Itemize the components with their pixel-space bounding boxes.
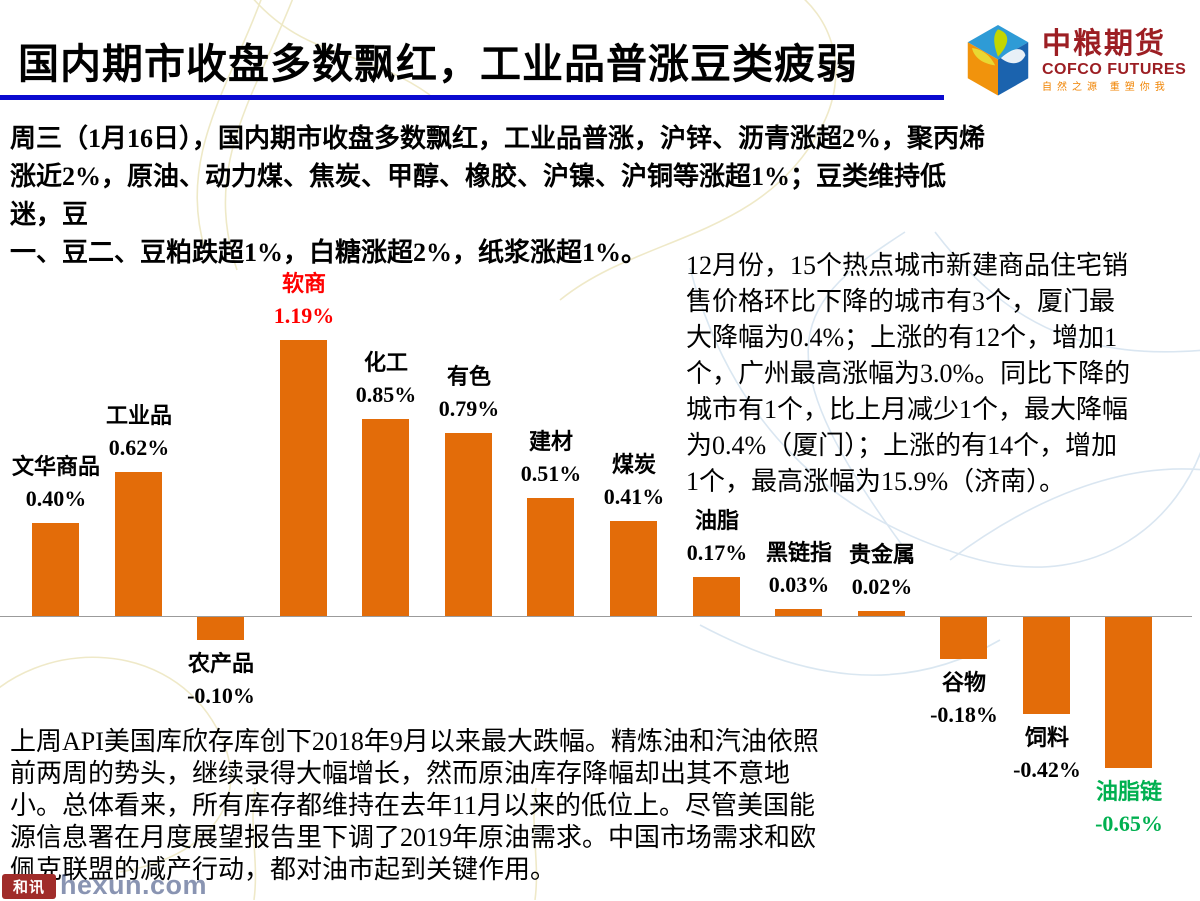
chart-bar-label: 饲料 -0.42%	[1013, 725, 1081, 782]
chart-bar-label: 煤炭 0.41%	[603, 452, 665, 509]
hexun-site-text: hexun.com	[60, 870, 208, 900]
chart-bar-label: 软商 1.19%	[273, 271, 335, 328]
chart-bar-label: 文华商品 0.40%	[11, 454, 100, 511]
chart-bar-label: 化工 0.85%	[355, 350, 417, 407]
chart-bar-label: 黑链指 0.03%	[765, 540, 832, 597]
chart-bar	[362, 419, 409, 616]
chart-bar	[527, 498, 574, 616]
page-title: 国内期市收盘多数飘红，工业品普涨豆类疲弱	[18, 41, 858, 87]
chart-bar	[1023, 617, 1070, 714]
chart-bar	[940, 617, 987, 659]
logo-name-cn: 中粮期货	[1042, 27, 1167, 60]
chart-bar	[115, 472, 162, 616]
chart-bar-label: 谷物 -0.18%	[930, 670, 998, 727]
cofco-cube-icon	[967, 25, 1029, 96]
chart-bar	[280, 340, 327, 616]
chart-bar-label: 工业品 0.62%	[105, 403, 172, 460]
chart-bar-label: 有色 0.79%	[438, 364, 500, 421]
chart-bar-label: 农产品 -0.10%	[187, 651, 255, 708]
logo-tagline: 自然之源 重塑你我	[1042, 81, 1170, 93]
chart-zero-line	[0, 616, 1192, 617]
housing-paragraph: 12月份，15个热点城市新建商品住宅销 售价格环比下降的城市有3个，厦门最 大降…	[686, 251, 1131, 496]
chart-bar	[445, 433, 492, 616]
logo-name-en: COFCO FUTURES	[1042, 60, 1187, 78]
chart-bar	[775, 609, 822, 616]
hexun-logo: 和讯	[2, 874, 56, 899]
chart-bar-label: 贵金属 0.02%	[848, 542, 915, 599]
title-underline	[0, 95, 944, 100]
chart-bar	[610, 521, 657, 616]
chart-bar	[693, 577, 740, 616]
cofco-logo: 中粮期货 COFCO FUTURES 自然之源 重塑你我	[962, 20, 1192, 102]
chart-bar	[858, 611, 905, 616]
hexun-logo-text: 和讯	[12, 879, 45, 896]
chart-bar-label: 油脂链 -0.65%	[1095, 779, 1163, 836]
chart-bar-label: 油脂 0.17%	[686, 508, 748, 565]
chart-bar-label: 建材 0.51%	[520, 429, 582, 486]
chart-bar	[32, 523, 79, 616]
chart-bar	[197, 617, 244, 640]
intro-paragraph: 周三（1月16日），国内期市收盘多数飘红，工业品普涨，沪锌、沥青涨超2%，聚丙烯…	[10, 124, 986, 267]
oil-paragraph: 上周API美国库欣存库创下2018年9月以来最大跌幅。精炼油和汽油依照 前两周的…	[10, 727, 819, 884]
chart-bar	[1105, 617, 1152, 768]
